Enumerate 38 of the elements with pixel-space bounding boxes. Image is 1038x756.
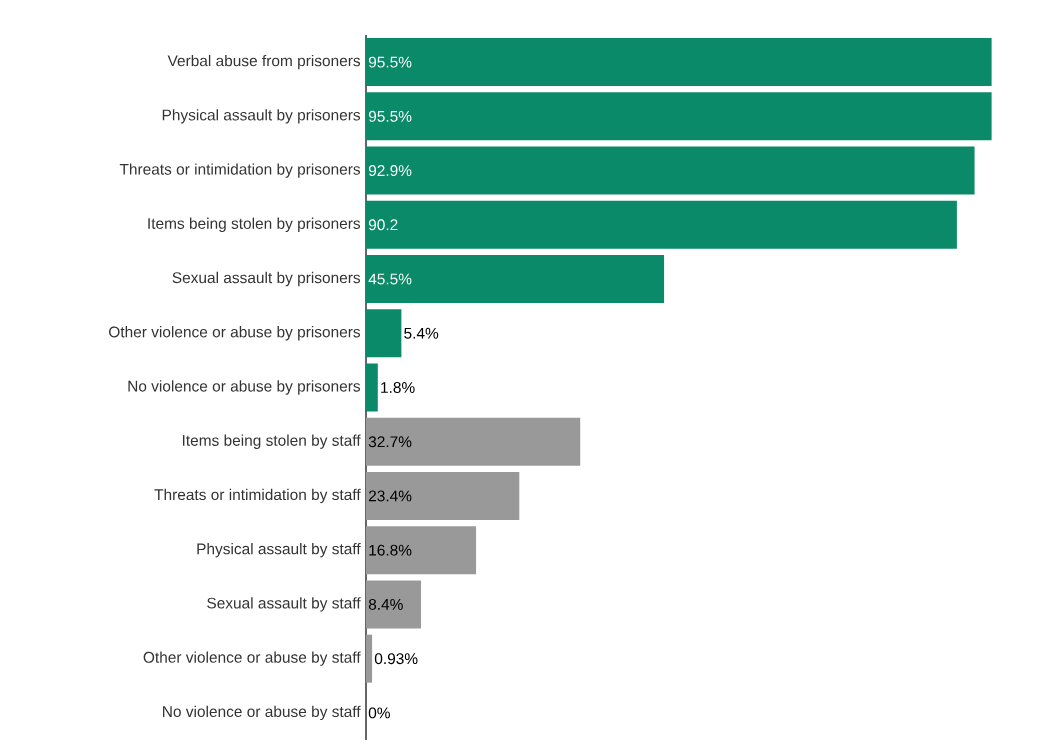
data-label: 45.5% [368, 273, 412, 285]
y-tick-label: Sexual assault by staff [207, 597, 361, 612]
data-label: 23.4% [368, 490, 412, 502]
data-label: 90.2 [368, 219, 398, 231]
y-tick-label: Sexual assault by prisoners [172, 271, 361, 287]
bar [366, 309, 402, 358]
bar [366, 580, 422, 629]
bar [366, 200, 957, 249]
y-tick-label: Physical assault by prisoners [162, 109, 361, 124]
bar [366, 92, 992, 141]
y-tick-label: Other violence or abuse by prisoners [109, 326, 361, 341]
bar [366, 634, 373, 683]
data-label: 8.4% [368, 598, 403, 610]
y-tick-label: Items being stolen by staff [182, 434, 361, 449]
y-tick-label: No violence or abuse by staff [163, 705, 361, 721]
bar [366, 526, 477, 575]
bar [366, 146, 975, 195]
bar [366, 417, 581, 466]
y-tick-label: Items being stolen by prisoners [148, 217, 361, 232]
bar [366, 363, 378, 412]
data-label: 16.8% [369, 544, 412, 556]
data-label: 5.4% [404, 327, 439, 339]
data-label: 95.5% [368, 110, 412, 122]
bar [366, 38, 992, 87]
data-label: 32.7% [368, 436, 412, 448]
data-label: 92.9% [368, 165, 412, 177]
y-tick-label: Other violence or abuse by staff [143, 651, 361, 666]
bar [366, 255, 665, 304]
data-label: 0% [368, 707, 390, 719]
y-tick-label: Threats or intimidation by staff [154, 488, 361, 504]
y-tick-label: No violence or abuse by prisoners [128, 380, 361, 395]
data-label: 0.93% [374, 653, 418, 665]
data-label: 1.8% [381, 382, 415, 393]
y-tick-label: Physical assault by staff [197, 543, 361, 558]
bar [366, 471, 520, 520]
y-tick-label: Verbal abuse from prisoners [167, 54, 361, 70]
y-tick-label: Threats or intimidation by prisoners [119, 163, 361, 178]
data-label: 95.5% [368, 56, 412, 68]
